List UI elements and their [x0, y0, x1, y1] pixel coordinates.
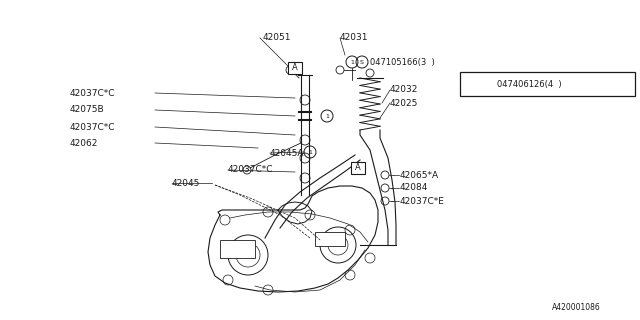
Text: 1: 1: [325, 114, 329, 118]
Text: 42065*A: 42065*A: [400, 171, 439, 180]
Text: 42032: 42032: [390, 85, 419, 94]
FancyBboxPatch shape: [220, 240, 255, 258]
Text: 42045: 42045: [172, 179, 200, 188]
Text: 42075B: 42075B: [70, 106, 104, 115]
Text: 1: 1: [470, 82, 474, 86]
Text: 047105166(3  ): 047105166(3 ): [370, 58, 435, 67]
Text: 42062: 42062: [70, 139, 99, 148]
Text: 1: 1: [308, 149, 312, 155]
Text: 42037C*C: 42037C*C: [70, 89, 115, 98]
FancyBboxPatch shape: [315, 232, 345, 246]
Text: 047406126(4  ): 047406126(4 ): [497, 79, 562, 89]
Text: A420001086: A420001086: [552, 303, 601, 313]
FancyBboxPatch shape: [351, 162, 365, 174]
Text: 42025: 42025: [390, 99, 419, 108]
FancyBboxPatch shape: [288, 62, 302, 74]
Text: 42084: 42084: [400, 183, 428, 193]
Text: S: S: [486, 82, 490, 86]
Text: 1: 1: [350, 60, 354, 65]
Text: 42031: 42031: [340, 34, 369, 43]
Text: 42051: 42051: [263, 34, 291, 43]
Text: A: A: [355, 164, 361, 172]
Text: 42037C*C: 42037C*C: [228, 165, 273, 174]
FancyBboxPatch shape: [460, 72, 635, 96]
Text: 42037C*C: 42037C*C: [70, 123, 115, 132]
Text: S: S: [360, 60, 364, 65]
Text: 42045A: 42045A: [270, 148, 305, 157]
Text: 42037C*E: 42037C*E: [400, 196, 445, 205]
Text: A: A: [292, 63, 298, 73]
